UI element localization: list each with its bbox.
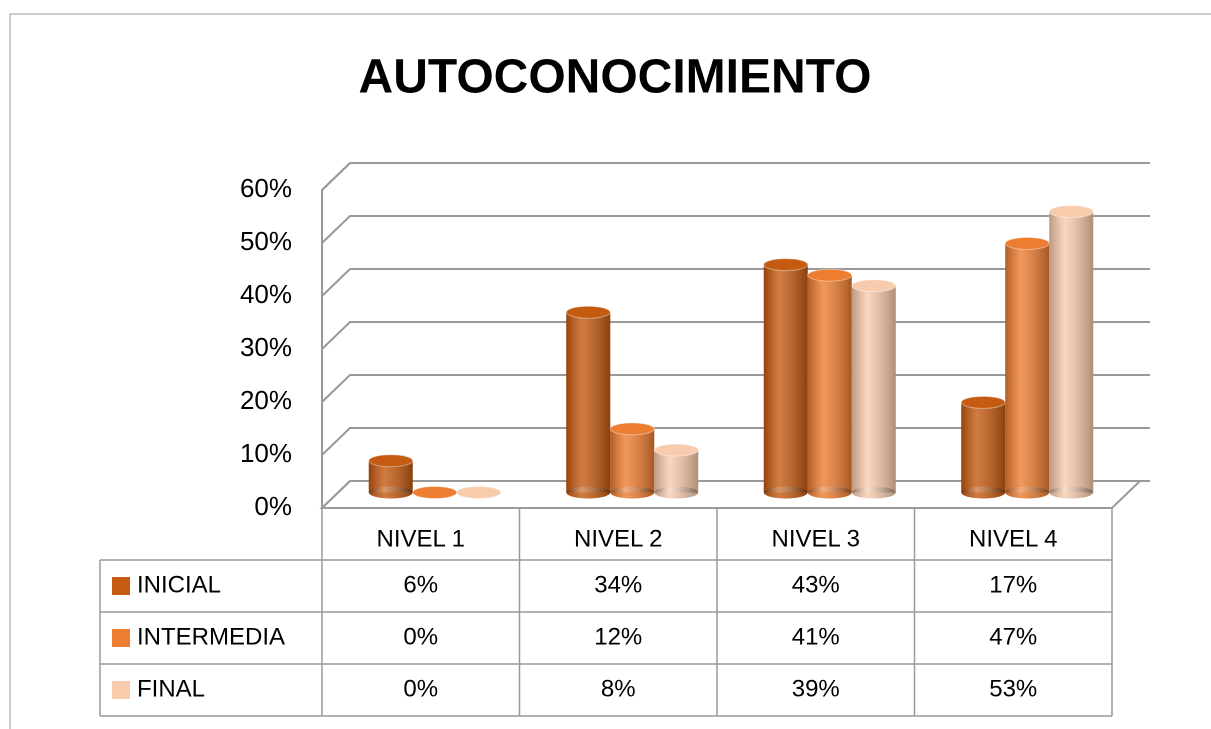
bar-body-shade xyxy=(610,428,655,493)
bar xyxy=(1004,236,1050,499)
bar xyxy=(368,454,414,499)
bar-body-shade xyxy=(1005,243,1050,493)
chart-title: AUTOCONOCIMIENTO xyxy=(359,51,872,104)
frame xyxy=(9,13,1211,729)
table-value: 6% xyxy=(403,571,438,598)
x-tick-label: NIVEL 2 xyxy=(574,525,663,552)
bar xyxy=(763,258,809,499)
bar-top xyxy=(368,454,414,468)
y-tick-label: 60% xyxy=(240,173,292,203)
bar-top xyxy=(456,486,502,499)
bar xyxy=(565,305,611,499)
bar xyxy=(412,486,458,499)
bar-top xyxy=(1048,205,1094,219)
bar-top xyxy=(851,279,897,293)
bar-body-shade xyxy=(961,402,1006,493)
table-value: 17% xyxy=(989,571,1037,598)
bar-body-shade xyxy=(1049,211,1094,493)
y-tick-label: 10% xyxy=(240,438,292,468)
bar-body-shade xyxy=(763,264,808,493)
bar xyxy=(653,443,699,499)
legend-label: FINAL xyxy=(137,675,205,702)
y-tick-label: 0% xyxy=(254,491,292,521)
legend-label: INTERMEDIA xyxy=(137,623,285,650)
bar-top xyxy=(653,443,699,457)
table-value: 41% xyxy=(792,623,840,650)
bar-body-shade xyxy=(566,312,611,493)
x-tick-label: NIVEL 1 xyxy=(377,525,466,552)
table-value: 43% xyxy=(792,571,840,598)
x-tick-label: NIVEL 4 xyxy=(969,525,1058,552)
y-tick-label: 50% xyxy=(240,226,292,256)
bar xyxy=(456,486,502,499)
grid-line xyxy=(321,268,1150,297)
bar-body-shade xyxy=(851,285,896,493)
bar-top xyxy=(412,486,458,499)
table-value: 47% xyxy=(989,623,1037,650)
bar-top xyxy=(960,395,1006,409)
y-tick-label: 30% xyxy=(240,332,292,362)
legend-swatch xyxy=(112,577,130,595)
grid-line xyxy=(321,215,1150,244)
table-value: 53% xyxy=(989,675,1037,702)
table-value: 0% xyxy=(403,675,438,702)
legend-swatch xyxy=(112,629,130,647)
table-value: 0% xyxy=(403,623,438,650)
bar-top xyxy=(1004,236,1050,250)
table-value: 12% xyxy=(594,623,642,650)
x-tick-label: NIVEL 3 xyxy=(772,525,861,552)
table-value: 8% xyxy=(601,675,636,702)
table-value: 39% xyxy=(792,675,840,702)
bar xyxy=(807,268,853,499)
bar-top xyxy=(807,268,853,282)
bar xyxy=(851,279,897,499)
bar-body-shade xyxy=(654,450,699,493)
bar-top xyxy=(763,258,809,272)
bar-top xyxy=(565,305,611,319)
legend-label: INICIAL xyxy=(137,571,221,598)
y-tick-label: 20% xyxy=(240,385,292,415)
bar xyxy=(1048,205,1094,499)
bar-top xyxy=(609,422,655,436)
legend-swatch xyxy=(112,681,130,699)
table-grid xyxy=(99,508,1113,717)
y-tick-label: 40% xyxy=(240,279,292,309)
bar xyxy=(609,422,655,499)
table-value: 34% xyxy=(594,571,642,598)
bar xyxy=(960,395,1006,499)
bar-body-shade xyxy=(807,275,852,493)
grid-line xyxy=(321,162,1150,191)
